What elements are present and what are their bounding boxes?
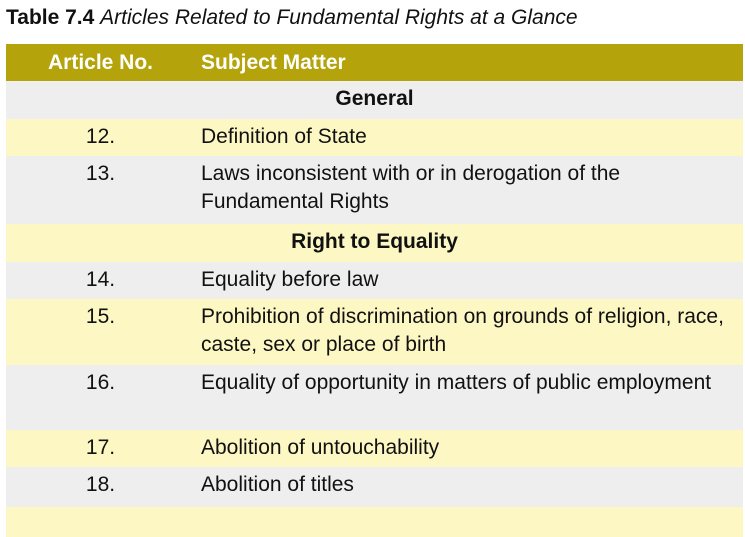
header-article-no: Article No.	[47, 51, 154, 74]
header-subject-matter: Subject Matter	[201, 51, 346, 74]
section-title-general: General	[335, 87, 414, 110]
subject-matter: Equality of opportunity in matters of pu…	[201, 371, 712, 394]
article-number: 13.	[85, 162, 116, 185]
subject-matter: Prohibition of discrimination on grounds…	[201, 305, 724, 356]
fundamental-rights-table: Article No. Subject Matter General 12. D…	[6, 44, 743, 537]
article-number: 17.	[85, 436, 116, 459]
subject-matter: Definition of State	[201, 125, 367, 148]
table-row: 15. Prohibition of discrimination on gro…	[6, 299, 743, 365]
table-row: 14. Equality before law	[6, 262, 743, 299]
subject-matter: Abolition of untouchability	[201, 436, 440, 459]
table-row: 18. Abolition of titles	[6, 467, 743, 507]
table-row: 13. Laws inconsistent with or in derogat…	[6, 156, 743, 224]
article-number: 12.	[85, 125, 116, 148]
section-row-right-to-equality: Right to Equality	[6, 224, 743, 262]
article-number: 15.	[85, 305, 116, 328]
table-number: Table 7.4	[6, 6, 95, 29]
section-row-general: General	[6, 81, 743, 119]
table-header-row: Article No. Subject Matter	[6, 44, 743, 81]
table-caption: Table 7.4 Articles Related to Fundamenta…	[6, 4, 578, 32]
table-row: 12. Definition of State	[6, 119, 743, 156]
subject-matter: Equality before law	[201, 268, 379, 291]
subject-matter: Abolition of titles	[201, 473, 354, 496]
table-row: 16. Equality of opportunity in matters o…	[6, 365, 743, 430]
table-row-empty	[6, 507, 743, 537]
section-title-right-to-equality: Right to Equality	[291, 230, 458, 253]
subject-matter: Laws inconsistent with or in derogation …	[201, 162, 621, 213]
table-title: Articles Related to Fundamental Rights a…	[100, 6, 578, 29]
article-number: 16.	[85, 371, 116, 394]
table-row: 17. Abolition of untouchability	[6, 430, 743, 467]
article-number: 18.	[85, 473, 116, 496]
article-number: 14.	[85, 268, 116, 291]
